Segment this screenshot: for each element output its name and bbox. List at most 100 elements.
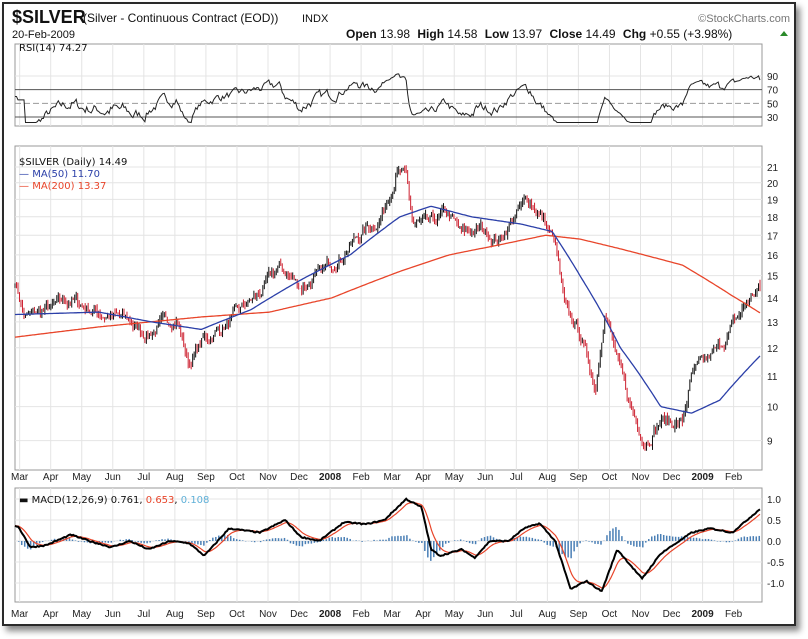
histogram-bar xyxy=(149,541,151,543)
histogram-bar xyxy=(671,536,674,541)
ma200-legend: — MA(200) 13.37 xyxy=(19,181,106,192)
histogram-bar xyxy=(424,541,426,551)
histogram-bar xyxy=(68,538,71,541)
histogram-bar xyxy=(286,539,289,541)
histogram-bar xyxy=(421,541,423,543)
histogram-bar xyxy=(615,527,617,541)
histogram-bar xyxy=(325,539,328,541)
x-tick-label: Sep xyxy=(570,609,588,620)
histogram-bar xyxy=(662,534,665,541)
histogram-bar xyxy=(101,541,104,543)
price-tick-label: 14 xyxy=(767,294,779,305)
x-tick-label: Aug xyxy=(166,609,184,620)
histogram-bar xyxy=(737,538,740,541)
histogram-bar xyxy=(546,541,549,545)
histogram-bar xyxy=(50,539,53,541)
histogram-bar xyxy=(271,538,274,541)
histogram-bar xyxy=(167,538,169,541)
histogram-bar xyxy=(235,539,238,541)
x-tick-label: Dec xyxy=(290,609,308,620)
histogram-bar xyxy=(80,541,83,542)
x-tick-label: Apr xyxy=(43,609,59,620)
histogram-bar xyxy=(158,540,160,541)
histogram-bar xyxy=(439,541,441,551)
open-value: 13.98 xyxy=(380,27,410,41)
histogram-bar xyxy=(221,535,223,541)
histogram-bar xyxy=(340,537,342,541)
histogram-bar xyxy=(274,538,277,541)
histogram-bar xyxy=(731,541,734,542)
histogram-bar xyxy=(564,541,566,557)
up-arrow-icon xyxy=(780,31,788,36)
histogram-bar xyxy=(689,536,692,541)
histogram-bar xyxy=(227,534,229,541)
histogram-bar xyxy=(232,538,235,541)
x-tick-label: 2009 xyxy=(691,472,714,483)
x-tick-label: Jul xyxy=(137,609,150,620)
histogram-bar xyxy=(134,541,136,542)
histogram-bar xyxy=(229,535,232,541)
histogram-bar xyxy=(361,541,363,542)
histogram-bar xyxy=(71,539,74,541)
histogram-bar xyxy=(137,541,139,543)
histogram-bar xyxy=(752,536,755,541)
price-tick-label: 21 xyxy=(767,163,779,174)
x-tick-label: Jul xyxy=(137,472,150,483)
histogram-bar xyxy=(480,538,483,541)
histogram-bar xyxy=(355,540,357,541)
close-value: 14.49 xyxy=(586,27,616,41)
histogram-bar xyxy=(630,541,632,545)
histogram-bar xyxy=(95,541,98,544)
histogram-bar xyxy=(612,528,614,541)
histogram-bar xyxy=(749,536,752,541)
rsi-tick-label: 90 xyxy=(767,72,779,83)
price-tick-label: 15 xyxy=(767,272,779,283)
histogram-bar xyxy=(453,540,456,541)
histogram-bar xyxy=(164,539,166,541)
x-tick-label: Nov xyxy=(632,472,650,483)
histogram-bar xyxy=(194,541,196,544)
histogram-bar xyxy=(719,541,722,542)
panel-price xyxy=(14,145,763,471)
ma200-line xyxy=(14,234,761,338)
histogram-bar xyxy=(433,541,435,558)
histogram-bar xyxy=(128,538,130,541)
histogram-bar xyxy=(567,541,569,558)
histogram-bar xyxy=(459,539,462,541)
histogram-bar xyxy=(140,541,142,543)
histogram-bar xyxy=(707,538,710,541)
histogram-bar xyxy=(624,540,626,541)
histogram-bar xyxy=(200,541,202,546)
histogram-bar xyxy=(692,537,695,541)
histogram-bar xyxy=(65,539,68,541)
x-tick-label: Aug xyxy=(538,609,556,620)
macd-tick-label: 1.0 xyxy=(767,495,781,506)
x-tick-label: May xyxy=(445,609,464,620)
price-tick-label: 20 xyxy=(767,179,779,190)
histogram-bar xyxy=(23,541,26,547)
price-bars xyxy=(14,165,761,451)
histogram-bar xyxy=(665,535,668,541)
histogram-bar xyxy=(653,535,656,541)
histogram-bar xyxy=(379,539,381,541)
histogram-bar xyxy=(77,541,80,542)
x-tick-label: Dec xyxy=(663,609,681,620)
histogram-bar xyxy=(651,536,653,541)
macd-tick-label: 0.0 xyxy=(767,537,781,548)
histogram-bar xyxy=(534,538,537,541)
histogram-bar xyxy=(74,540,77,541)
x-tick-label: 2008 xyxy=(319,609,342,620)
high-value: 14.58 xyxy=(447,27,477,41)
ma50-line xyxy=(15,205,761,414)
x-tick-label: Apr xyxy=(415,609,431,620)
histogram-bar xyxy=(549,541,551,546)
x-tick-label: Jun xyxy=(477,472,493,483)
x-tick-label: Feb xyxy=(725,609,743,620)
histogram-bar xyxy=(668,535,671,541)
exchange-label: INDX xyxy=(302,13,329,25)
histogram-bar xyxy=(155,540,157,541)
macd-tick-label: 0.5 xyxy=(767,516,781,527)
histogram-bar xyxy=(594,541,596,544)
histogram-bar xyxy=(522,536,525,541)
